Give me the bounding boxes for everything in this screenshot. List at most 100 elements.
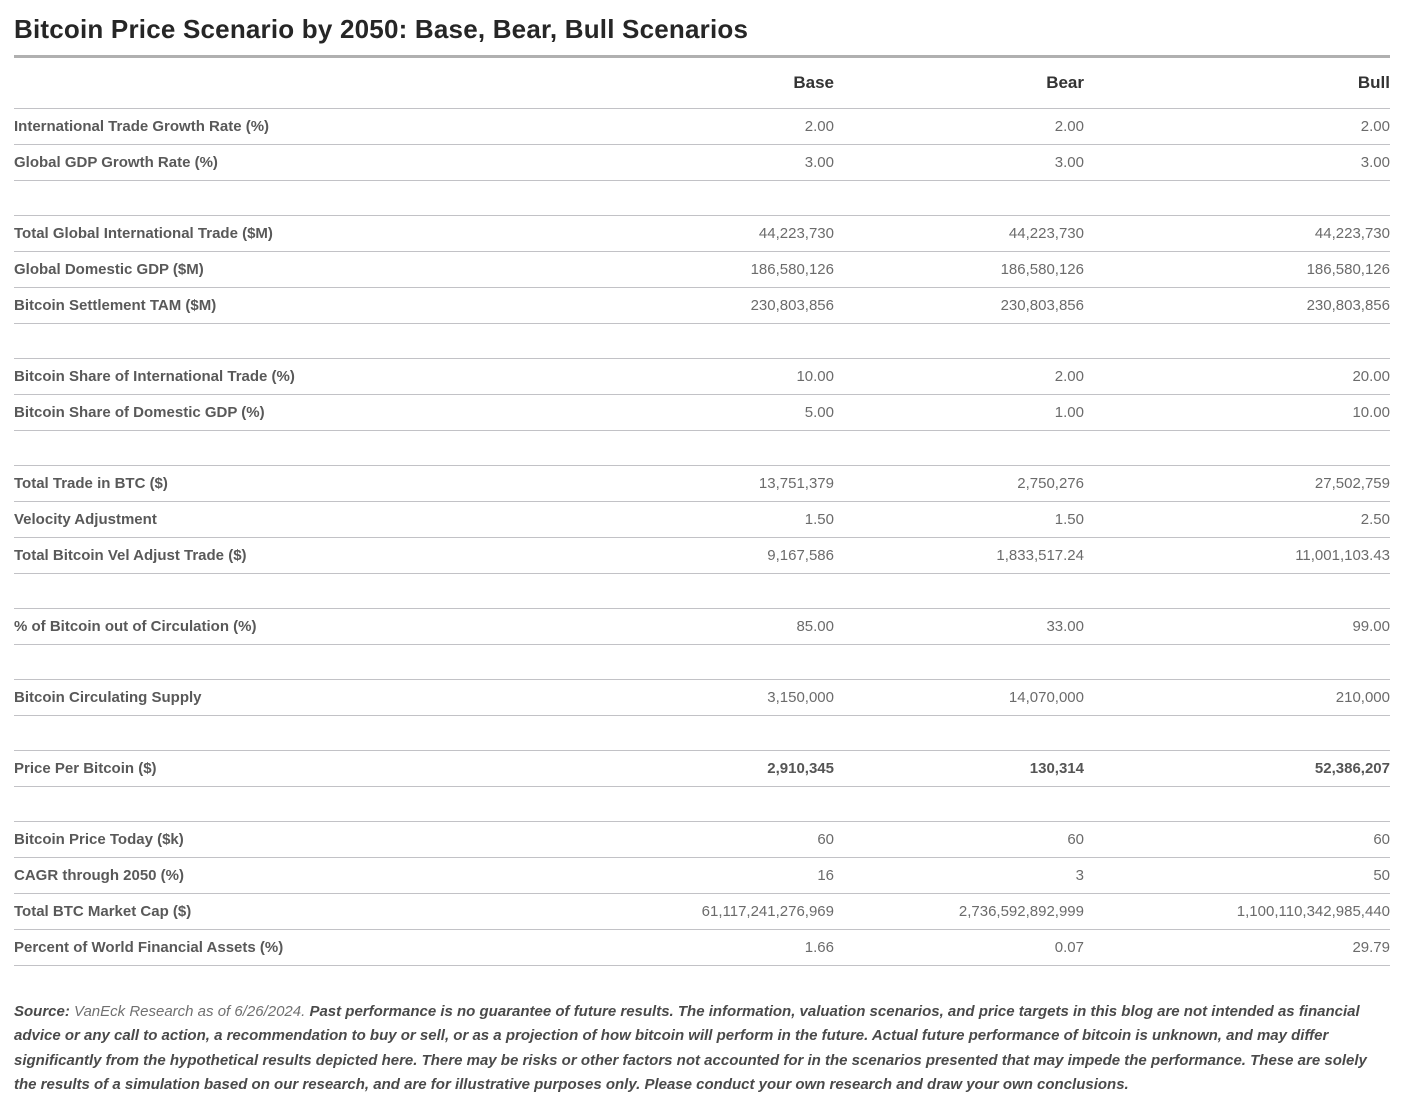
cell-bull: 186,580,126 [1084,250,1390,288]
row-label: Bitcoin Price Today ($k) [14,820,594,858]
cell-bear: 130,314 [834,749,1084,787]
cell-base: 186,580,126 [594,250,834,288]
cell-bull: 29.79 [1084,928,1390,966]
spacer-row [14,644,1390,679]
cell-bear: 60 [834,820,1084,858]
table-row: Global GDP Growth Rate (%) 3.00 3.00 3.00 [14,143,1390,181]
cell-bear: 2,736,592,892,999 [834,892,1084,930]
cell-bull: 230,803,856 [1084,286,1390,324]
source-label: Source: [14,1002,75,1020]
spacer-row [14,786,1390,821]
row-label: Total Bitcoin Vel Adjust Trade ($) [14,536,594,574]
table-row: Total Trade in BTC ($) 13,751,379 2,750,27… [14,464,1390,502]
cell-bear: 186,580,126 [834,250,1084,288]
spacer-cell [14,430,1390,465]
table-row: Bitcoin Settlement TAM ($M) 230,803,856 23… [14,286,1390,324]
cell-base: 3,150,000 [594,678,834,716]
row-label: Bitcoin Share of Domestic GDP (%) [14,393,594,431]
table-row: Global Domestic GDP ($M) 186,580,126 186,5… [14,250,1390,288]
table-row: Bitcoin Share of International Trade (%)… [14,357,1390,395]
cell-base: 2.00 [594,107,834,145]
row-label: Bitcoin Settlement TAM ($M) [14,286,594,324]
header-row: Base Bear Bull [14,58,1390,109]
cell-bull: 50 [1084,856,1390,894]
table-row: Total Bitcoin Vel Adjust Trade ($) 9,167,… [14,536,1390,574]
table-row: Total BTC Market Cap ($) 61,117,241,276,9… [14,892,1390,930]
cell-base: 1.66 [594,928,834,966]
cell-bear: 1.50 [834,500,1084,538]
cell-bull: 2.50 [1084,500,1390,538]
row-label: Percent of World Financial Assets (%) [14,928,594,966]
cell-bull: 60 [1084,820,1390,858]
cell-bear: 3 [834,856,1084,894]
spacer-cell [14,786,1390,821]
page-title: Bitcoin Price Scenario by 2050: Base, Be… [14,14,749,44]
title-rule [14,55,1390,58]
cell-bear: 2,750,276 [834,464,1084,502]
cell-base: 61,117,241,276,969 [594,892,834,930]
cell-bear: 2.00 [834,357,1084,395]
spacer-cell [14,715,1390,750]
spacer-cell [14,323,1390,358]
cell-bull: 44,223,730 [1084,214,1390,252]
spacer-row [14,180,1390,215]
cell-bear: 3.00 [834,143,1084,181]
cell-bear: 1,833,517.24 [834,536,1084,574]
table-row: Total Global International Trade ($M) 44,… [14,214,1390,252]
cell-bull: 99.00 [1084,607,1390,645]
source-disclaimer: Source: VanEck Research as of 6/26/2024.… [14,1000,1390,1108]
spacer-row [14,573,1390,608]
cell-base: 1.50 [594,500,834,538]
row-label: Global GDP Growth Rate (%) [14,143,594,181]
cell-base: 3.00 [594,143,834,181]
spacer-cell [14,644,1390,679]
source-text: VanEck Research as of 6/26/2024. [74,1002,310,1020]
cell-bull: 52,386,207 [1084,749,1390,787]
row-label: Price Per Bitcoin ($) [14,749,594,787]
row-label: Total Trade in BTC ($) [14,464,594,502]
table-row: Velocity Adjustment 1.50 1.50 2.50 [14,500,1390,538]
cell-base: 2,910,345 [594,749,834,787]
cell-base: 60 [594,820,834,858]
cell-bear: 44,223,730 [834,214,1084,252]
cell-base: 10.00 [594,357,834,395]
table-header: Base Bear Bull [14,58,1390,109]
spacer-row [14,323,1390,358]
cell-base: 85.00 [594,607,834,645]
row-label: Velocity Adjustment [14,500,594,538]
table-body: International Trade Growth Rate (%) 2.00 2… [14,107,1390,966]
scenario-table: Base Bear Bull International Trade Growt… [14,58,1390,966]
cell-bull: 10.00 [1084,393,1390,431]
spacer-row [14,715,1390,750]
row-label: CAGR through 2050 (%) [14,856,594,894]
cell-bull: 3.00 [1084,143,1390,181]
table-row: International Trade Growth Rate (%) 2.00 2… [14,107,1390,145]
row-label: Total Global International Trade ($M) [14,214,594,252]
row-label: % of Bitcoin out of Circulation (%) [14,607,594,645]
header-label-spacer [14,58,594,109]
row-label: Total BTC Market Cap ($) [14,892,594,930]
table-row: Percent of World Financial Assets (%) 1.6… [14,928,1390,966]
cell-bull: 27,502,759 [1084,464,1390,502]
cell-bear: 14,070,000 [834,678,1084,716]
spacer-row [14,430,1390,465]
cell-base: 13,751,379 [594,464,834,502]
table-row: Price Per Bitcoin ($) 2,910,345 130,314 52,… [14,749,1390,787]
cell-bear: 33.00 [834,607,1084,645]
cell-bear: 0.07 [834,928,1084,966]
cell-base: 44,223,730 [594,214,834,252]
cell-base: 9,167,586 [594,536,834,574]
cell-bear: 230,803,856 [834,286,1084,324]
column-header-bull: Bull [1084,58,1390,109]
table-row: Bitcoin Price Today ($k) 60 60 60 [14,820,1390,858]
row-label: Global Domestic GDP ($M) [14,250,594,288]
row-label: Bitcoin Circulating Supply [14,678,594,716]
cell-bear: 2.00 [834,107,1084,145]
row-label: Bitcoin Share of International Trade (%) [14,357,594,395]
cell-bull: 2.00 [1084,107,1390,145]
row-label: International Trade Growth Rate (%) [14,107,594,145]
spacer-cell [14,180,1390,215]
column-header-base: Base [594,58,834,109]
table-row: % of Bitcoin out of Circulation (%) 85.00… [14,607,1390,645]
